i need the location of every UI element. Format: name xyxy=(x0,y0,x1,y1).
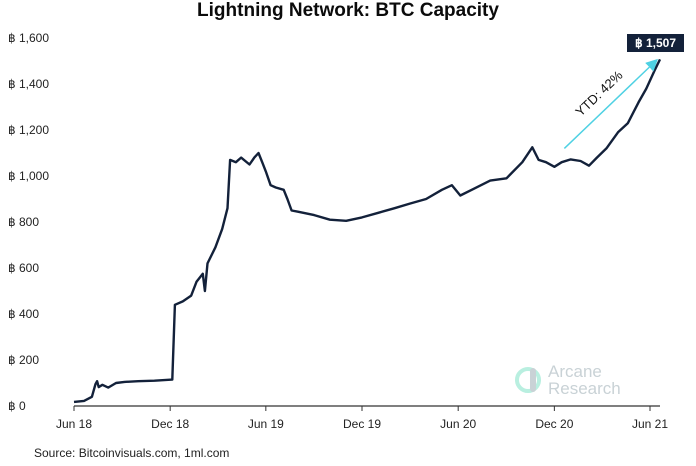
y-tick-label: ฿ 0 xyxy=(8,399,26,413)
x-tick-label: Dec 20 xyxy=(535,417,573,431)
y-axis-labels: ฿ 0 ฿ 200 ฿ 400 ฿ 600 ฿ 800 ฿ 1,000 ฿ 1,200 ฿ 1… xyxy=(8,31,49,413)
x-tick-label: Jun 21 xyxy=(632,417,668,431)
x-axis: Jun 18 Dec 18 Jun 19 Dec 19 Jun 20 Dec 20 Jun … xyxy=(56,405,668,431)
brand-watermark: Arcane Research xyxy=(514,360,674,402)
y-tick-label: ฿ 1,400 xyxy=(8,77,49,91)
y-tick-label: ฿ 400 xyxy=(8,307,39,321)
arcane-logo-icon xyxy=(515,367,541,393)
x-tick-label: Jun 20 xyxy=(440,417,476,431)
x-tick-label: Dec 19 xyxy=(343,417,381,431)
y-tick-label: ฿ 800 xyxy=(8,215,39,229)
end-value-label: ฿ 1,507 xyxy=(635,36,676,50)
brand-name-line1: Arcane xyxy=(548,362,602,381)
source-note: Source: Bitcoinvisuals.com, 1ml.com xyxy=(34,446,230,460)
capacity-line xyxy=(73,58,662,404)
y-tick-label: ฿ 600 xyxy=(8,261,39,275)
y-tick-label: ฿ 1,200 xyxy=(8,123,49,137)
x-tick-label: Jun 19 xyxy=(248,417,284,431)
y-tick-label: ฿ 1,600 xyxy=(8,31,49,45)
chart-title: Lightning Network: BTC Capacity xyxy=(197,0,499,21)
ytd-arrow xyxy=(563,58,658,149)
brand-name-line2: Research xyxy=(548,379,621,398)
y-tick-label: ฿ 200 xyxy=(8,353,39,367)
series-layer xyxy=(73,58,662,404)
annotation-layer: YTD: 42% ฿ 1,507 xyxy=(563,34,684,149)
x-tick-label: Dec 18 xyxy=(151,417,189,431)
end-value-badge xyxy=(627,34,684,52)
y-tick-label: ฿ 1,000 xyxy=(8,169,49,183)
x-tick-label: Jun 18 xyxy=(56,417,92,431)
ytd-annotation: YTD: 42% xyxy=(572,67,626,119)
